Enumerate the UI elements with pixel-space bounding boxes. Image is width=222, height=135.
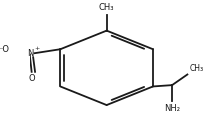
Text: +: +	[34, 46, 40, 51]
Text: N: N	[28, 49, 34, 58]
Text: ⁻O: ⁻O	[0, 45, 10, 54]
Text: O: O	[28, 75, 35, 83]
Text: NH₂: NH₂	[164, 104, 180, 113]
Text: CH₃: CH₃	[189, 64, 203, 73]
Text: CH₃: CH₃	[99, 3, 114, 12]
